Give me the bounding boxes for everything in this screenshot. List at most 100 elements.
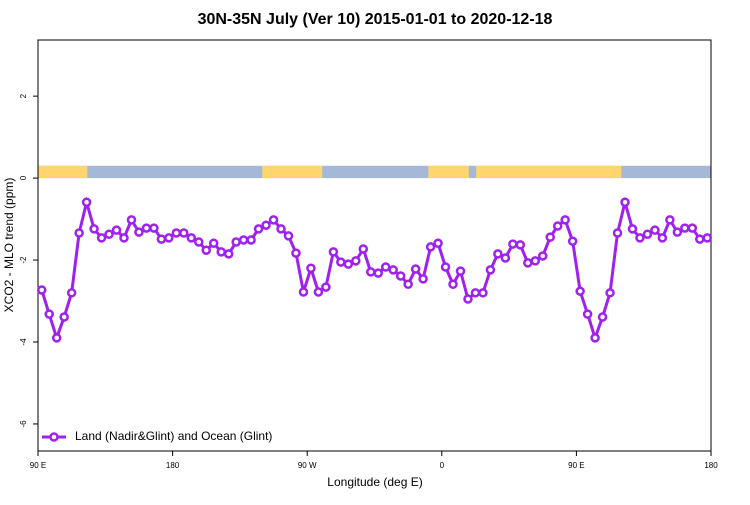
data-point	[96, 233, 107, 243]
data-point	[126, 215, 137, 225]
data-point	[463, 294, 473, 304]
data-point	[201, 245, 211, 255]
data-point	[478, 288, 488, 298]
data-point	[433, 238, 443, 248]
data-point	[448, 279, 458, 289]
data-point	[635, 233, 645, 243]
data-point	[44, 309, 54, 319]
x-tick-label: 180	[166, 461, 180, 470]
data-point	[597, 312, 608, 322]
data-point	[508, 239, 518, 249]
data-point	[186, 233, 197, 243]
data-point	[373, 268, 383, 278]
data-point	[141, 223, 152, 233]
x-axis-label: Longitude (deg E)	[327, 475, 422, 489]
y-tick-label: -4	[19, 338, 28, 346]
x-tick-label: 90 W	[298, 461, 317, 470]
data-point	[410, 264, 421, 274]
data-point	[680, 223, 690, 233]
data-point	[81, 197, 92, 208]
land-strip	[428, 165, 469, 179]
data-point	[343, 259, 354, 269]
data-point	[306, 263, 316, 273]
data-point	[179, 228, 189, 238]
plot-frame	[37, 39, 712, 452]
data-point	[74, 228, 84, 238]
data-point	[515, 240, 526, 250]
data-point	[238, 235, 249, 245]
land-strip	[262, 165, 323, 179]
data-point	[425, 242, 436, 252]
data-point	[276, 224, 286, 234]
data-point	[246, 235, 256, 245]
data-point	[657, 233, 668, 243]
data-point	[523, 258, 533, 268]
data-point	[388, 265, 398, 275]
data-point	[702, 233, 713, 243]
data-point	[395, 271, 406, 281]
data-point	[164, 233, 174, 243]
legend-marker	[49, 432, 59, 442]
data-point	[627, 224, 638, 234]
data-point	[208, 238, 219, 248]
data-point	[216, 247, 226, 257]
data-point	[149, 223, 159, 233]
data-point	[695, 234, 705, 244]
data-point	[485, 265, 496, 275]
data-point	[560, 215, 570, 225]
y-tick-label: 0	[19, 175, 28, 180]
data-point	[321, 282, 331, 292]
data-point	[605, 288, 615, 298]
data-point	[313, 287, 324, 297]
land-strip	[38, 165, 88, 179]
data-point	[530, 256, 541, 266]
data-point	[66, 288, 77, 298]
data-point	[590, 333, 600, 343]
legend-label: Land (Nadir&Glint) and Ocean (Glint)	[75, 429, 272, 443]
data-point	[119, 233, 129, 243]
data-point	[51, 333, 62, 343]
data-point	[380, 262, 391, 272]
x-tick-label: 0	[440, 461, 445, 470]
data-point	[134, 227, 144, 237]
data-point	[582, 309, 593, 319]
data-point	[261, 220, 271, 230]
data-point	[298, 287, 309, 297]
data-point	[194, 237, 204, 247]
data-point	[612, 228, 623, 238]
data-point	[455, 266, 466, 276]
data-point	[351, 256, 361, 266]
data-point	[336, 257, 346, 267]
data-point	[672, 227, 683, 237]
data-point	[418, 274, 428, 284]
data-point	[36, 285, 47, 295]
data-point	[156, 234, 167, 244]
data-point	[268, 215, 279, 225]
data-point	[642, 229, 653, 239]
data-point	[171, 228, 182, 238]
y-tick-label: -2	[19, 256, 28, 264]
data-point	[358, 244, 369, 254]
data-point	[440, 262, 451, 272]
y-tick-label: -6	[19, 420, 28, 428]
x-tick-label: 90 E	[568, 461, 584, 470]
data-point	[552, 221, 563, 231]
data-point	[620, 197, 630, 208]
land-strip	[476, 165, 622, 179]
data-point	[283, 231, 294, 241]
data-point	[223, 249, 234, 259]
data-point	[231, 237, 241, 247]
data-point	[545, 232, 555, 242]
data-point	[687, 223, 698, 233]
data-point	[538, 251, 548, 261]
data-point	[575, 286, 585, 296]
data-point	[665, 215, 675, 225]
data-point	[470, 288, 481, 298]
y-axis-label: XCO2 - MLO trend (ppm)	[2, 178, 16, 313]
data-point	[89, 224, 99, 234]
chart-title: 30N-35N July (Ver 10) 2015-01-01 to 2020…	[198, 11, 553, 28]
data-point	[111, 225, 122, 235]
data-point	[59, 312, 69, 322]
data-point	[291, 248, 301, 258]
